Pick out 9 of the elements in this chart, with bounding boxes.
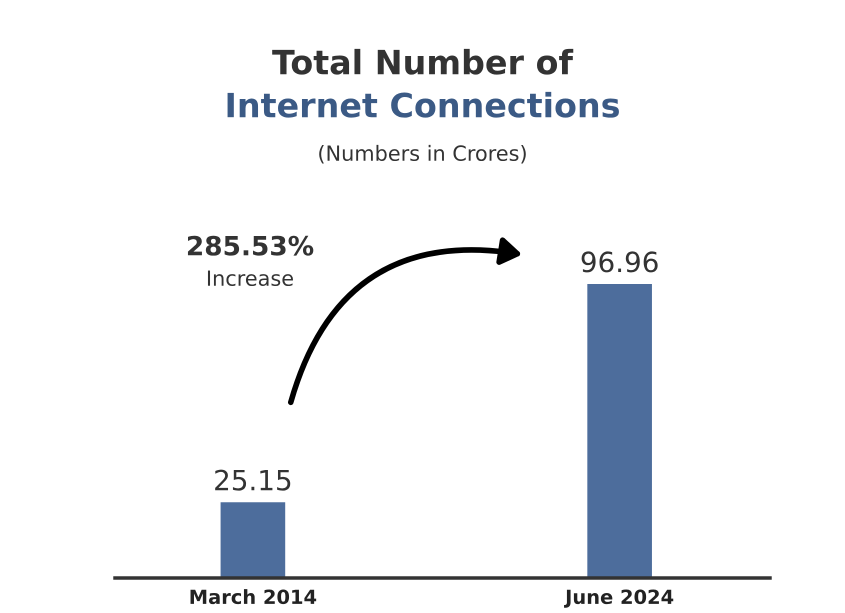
x-tick-label: June 2024 (564, 589, 674, 608)
chart-title: Total Number of (272, 48, 574, 75)
x-tick-label: March 2014 (190, 589, 316, 604)
annotation: Increase (208, 270, 293, 286)
chart-subtitle: Internet Connections (228, 92, 619, 118)
data-label: 96.96 (582, 251, 658, 272)
text: 285.53% (188, 236, 314, 256)
text: (Numbers in Crores) (319, 144, 526, 164)
data-label: 25.15 (215, 470, 290, 491)
